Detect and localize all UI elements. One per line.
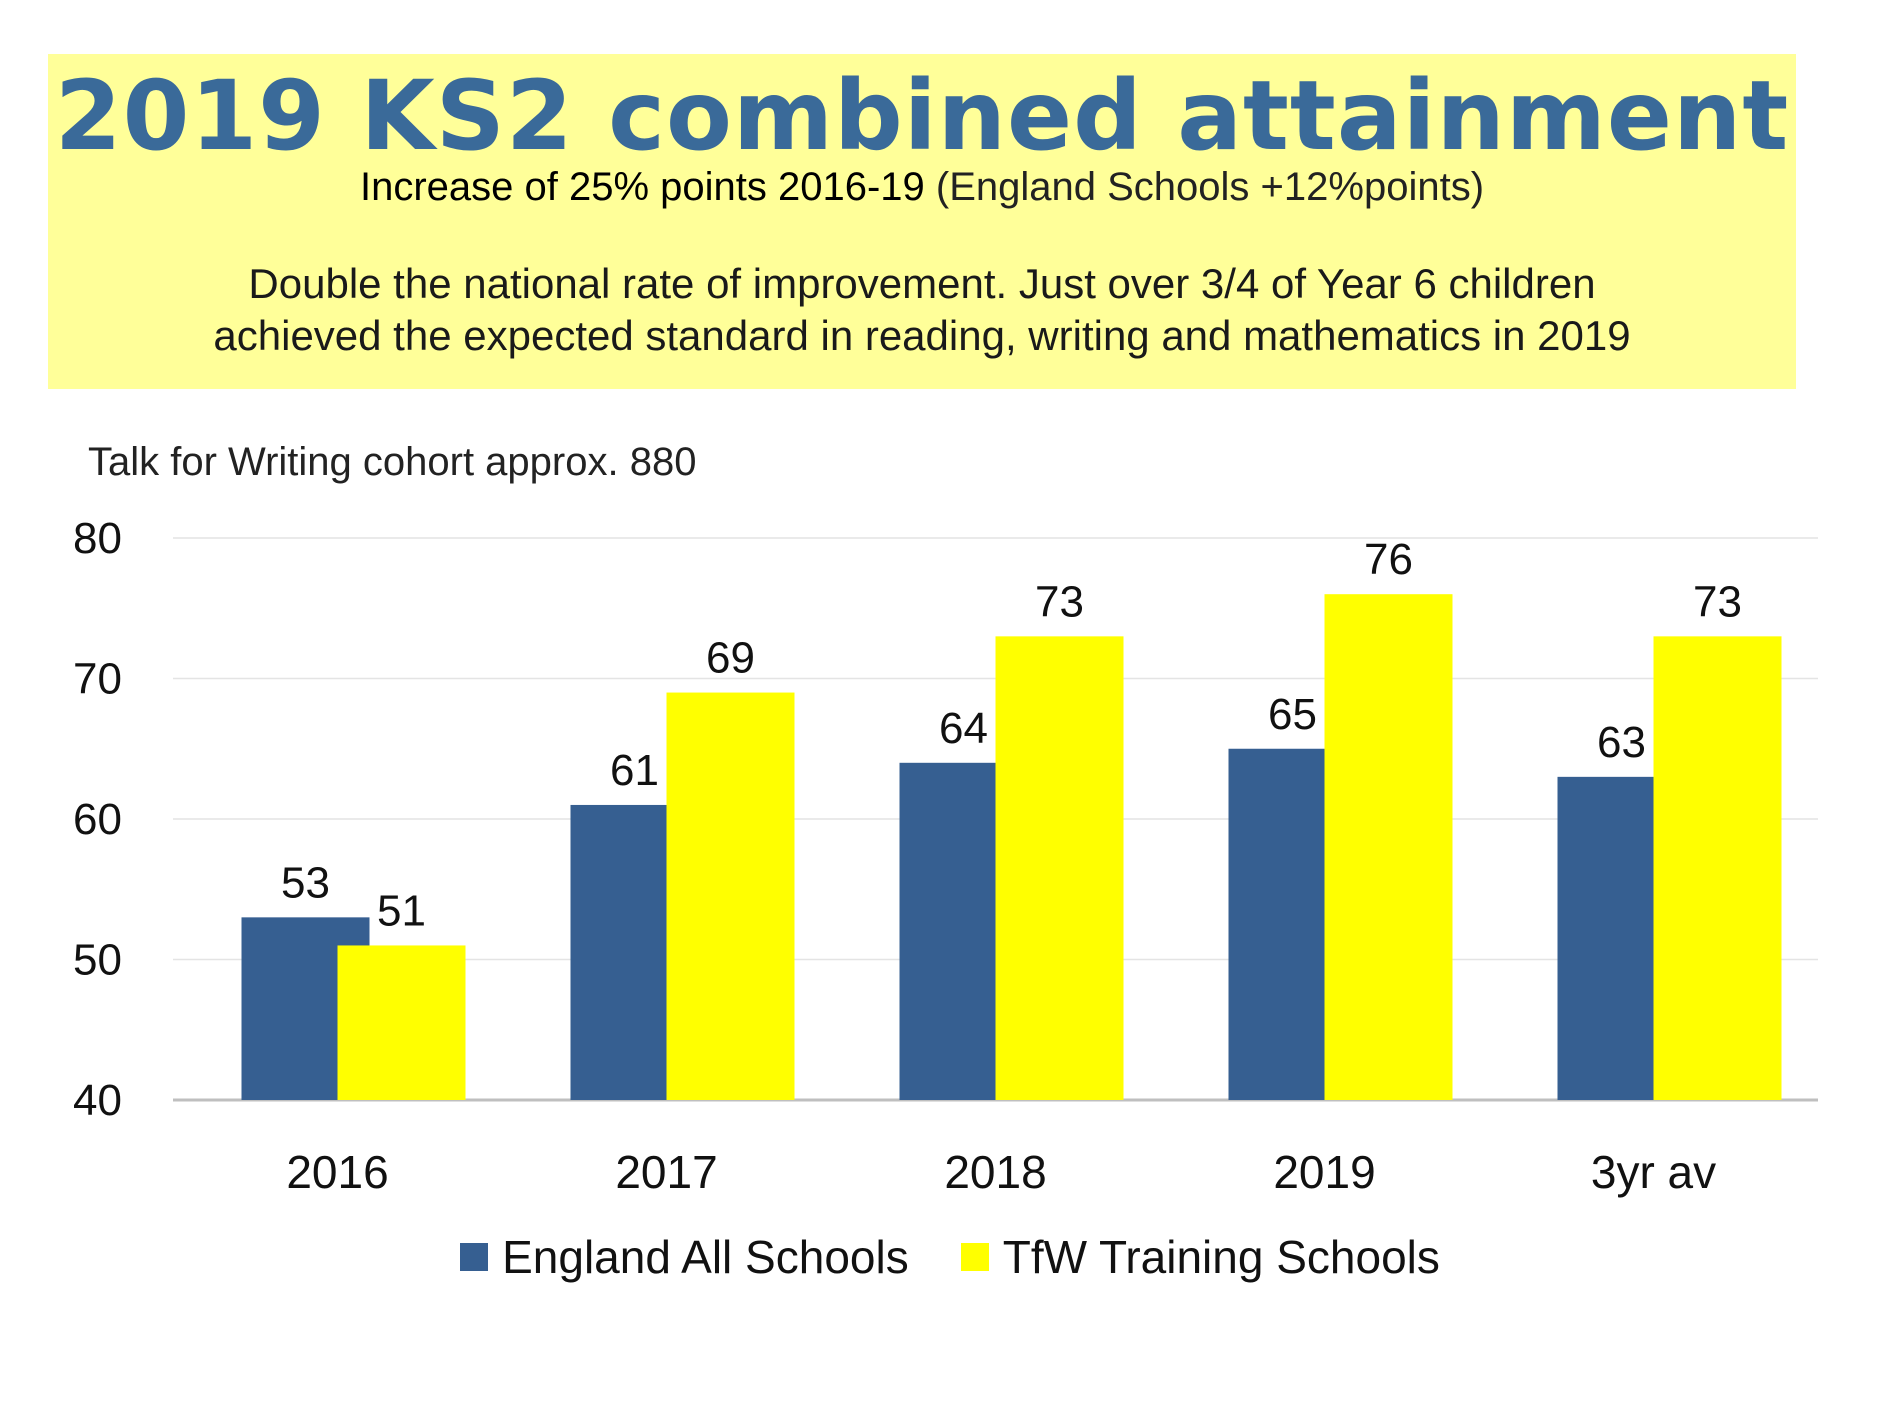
data-label: 73	[1693, 577, 1742, 626]
chart-legend: England All Schools TfW Training Schools	[0, 1228, 1900, 1284]
page-title: 2019 KS2 combined attainment	[54, 60, 1790, 172]
legend-swatch	[460, 1243, 489, 1271]
y-tick-label: 40	[73, 1076, 122, 1125]
bar	[1653, 636, 1782, 1100]
y-tick-label: 60	[73, 795, 122, 844]
legend-label: England All Schools	[502, 1231, 909, 1283]
bar	[666, 692, 795, 1100]
bar	[1324, 594, 1453, 1100]
x-tick-label: 2018	[944, 1146, 1046, 1198]
subtitle-note: (England Schools +12%points)	[924, 165, 1485, 209]
data-label: 69	[706, 634, 755, 683]
subtitle: Increase of 25% points 2016-19 (England …	[48, 162, 1796, 212]
legend-item: England All Schools	[460, 1230, 909, 1284]
legend-swatch	[960, 1243, 989, 1271]
x-tick-label: 3yr av	[1591, 1146, 1716, 1198]
y-tick-label: 50	[73, 936, 122, 985]
data-label: 64	[939, 704, 988, 753]
x-tick-label: 2017	[615, 1146, 717, 1198]
subtitle-highlight: Increase of 25% points 2016-19	[359, 165, 925, 209]
chart-title: Talk for Writing cohort approx. 880	[88, 440, 697, 484]
summary-line-1: Double the national rate of improvement.…	[248, 260, 1596, 307]
data-label: 73	[1035, 577, 1084, 626]
data-label: 65	[1268, 690, 1317, 739]
data-label: 61	[610, 746, 659, 795]
x-tick-label: 2016	[286, 1146, 388, 1198]
data-label: 51	[377, 886, 426, 935]
x-tick-label: 2019	[1273, 1146, 1375, 1198]
y-tick-label: 80	[73, 514, 122, 563]
legend-label: TfW Training Schools	[1002, 1231, 1440, 1283]
bar	[995, 636, 1124, 1100]
headline-banner: 2019 KS2 combined attainment Increase of…	[48, 54, 1796, 389]
y-tick-label: 70	[73, 655, 122, 704]
summary-line-2: achieved the expected standard in readin…	[213, 312, 1631, 359]
data-label: 63	[1597, 718, 1646, 767]
bar	[337, 945, 466, 1100]
legend-item: TfW Training Schools	[960, 1230, 1440, 1284]
data-label: 53	[281, 858, 330, 907]
data-label: 76	[1364, 535, 1413, 584]
